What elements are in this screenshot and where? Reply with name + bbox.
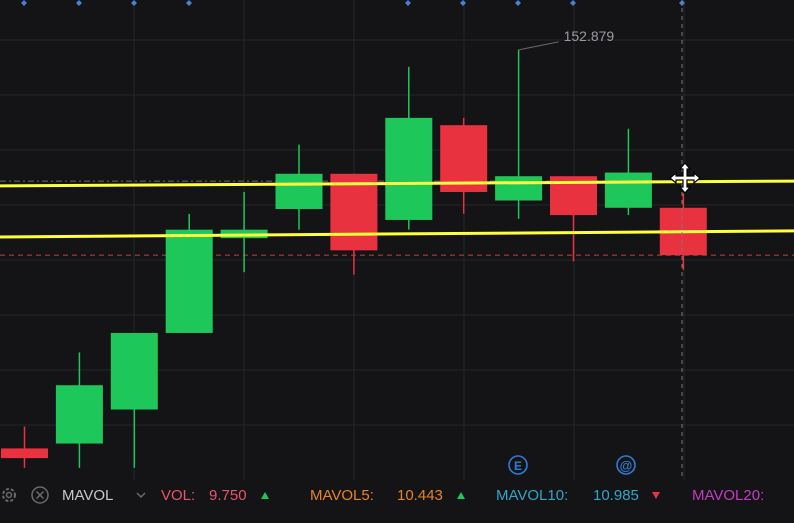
svg-text:@: @ (620, 458, 633, 473)
candle-body (110, 332, 158, 410)
event-e-icon[interactable]: E (508, 455, 528, 475)
top-marker-diamond (405, 0, 411, 6)
top-marker-diamond (131, 0, 137, 6)
chevron-down-icon[interactable] (135, 490, 147, 500)
trendlines[interactable] (0, 179, 794, 239)
top-marker-diamond (21, 0, 27, 6)
trendline (0, 229, 794, 239)
top-marker-diamond (186, 0, 192, 6)
mavol5-up-arrow-icon (457, 492, 465, 499)
trendline (0, 179, 794, 188)
event-at-icon[interactable]: @ (616, 455, 636, 475)
high-annotation: 152.879 (518, 28, 615, 51)
top-marker-diamond (460, 0, 466, 6)
candle-body (275, 173, 323, 210)
candle-body (440, 125, 488, 192)
vol-label: VOL: (161, 487, 196, 504)
mavol20-label: MAVOL20: (692, 487, 765, 504)
close-icon[interactable] (31, 486, 49, 504)
candle-body (55, 385, 103, 444)
mavol10-label: MAVOL10: (496, 487, 569, 504)
vol-value: 9.750 (209, 487, 247, 504)
indicator-bar (0, 480, 794, 523)
candle-body (1, 448, 48, 459)
candle-body (330, 173, 378, 251)
candle-body (165, 229, 213, 333)
mavol10-down-arrow-icon (652, 492, 660, 499)
mavol10-value: 10.985 (593, 487, 639, 504)
top-marker-diamond (76, 0, 82, 6)
gear-icon[interactable] (0, 486, 18, 504)
candle-body (495, 176, 543, 201)
candle-body (385, 117, 433, 220)
move-cursor-icon (669, 162, 701, 194)
high-annotation-label: 152.879 (564, 28, 615, 44)
candlestick-chart[interactable]: 152.879 E @ (0, 0, 794, 480)
mavol5-label: MAVOL5: (310, 487, 374, 504)
vol-up-arrow-icon (261, 492, 269, 499)
candle-body (604, 172, 652, 208)
top-marker-diamond (515, 0, 521, 6)
high-annotation-leader (518, 41, 559, 51)
indicator-name[interactable]: MAVOL (62, 487, 114, 504)
top-marker-diamond (570, 0, 576, 6)
mavol5-value: 10.443 (397, 487, 443, 504)
svg-text:E: E (514, 459, 522, 473)
